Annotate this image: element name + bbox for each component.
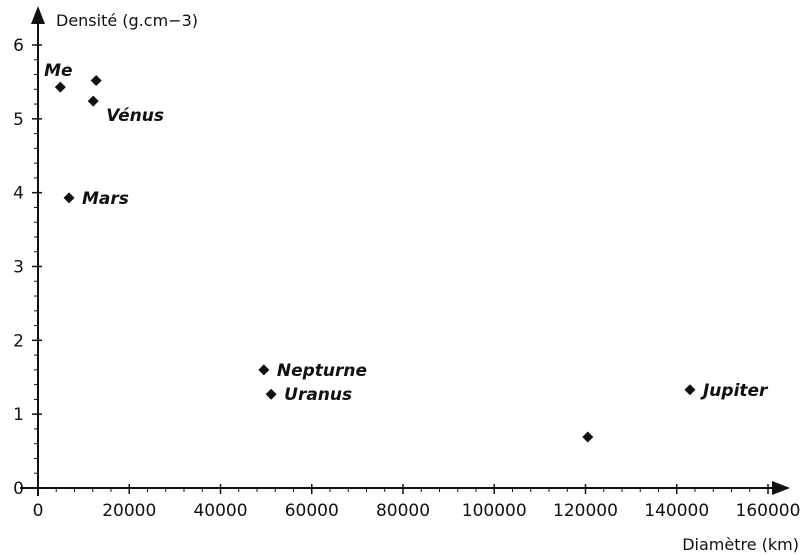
data-point-label: Nepturne — [277, 361, 367, 381]
data-point — [63, 192, 75, 204]
y-tick-label: 6 — [13, 36, 24, 56]
data-point — [87, 95, 99, 107]
x-tick-label: 100000 — [462, 501, 527, 521]
y-tick-label: 5 — [13, 110, 24, 130]
y-tick-label: 0 — [13, 479, 24, 499]
x-axis-arrow — [772, 481, 790, 495]
x-axis-title: Diamètre (km) — [682, 535, 799, 554]
y-tick-label: 4 — [13, 184, 24, 204]
axes — [20, 6, 790, 496]
x-tick-label: 40000 — [193, 501, 247, 521]
data-point-label: Uranus — [284, 385, 352, 405]
tick-labels: 0 20000 40000 60000 80000 100000 120000 140000 1… — [13, 36, 800, 521]
x-tick-label: 120000 — [553, 501, 618, 521]
x-tick-label: 60000 — [285, 501, 339, 521]
data-point-label: Me — [44, 61, 72, 81]
data-point — [684, 384, 696, 396]
major-ticks — [32, 44, 769, 494]
x-tick-label: 80000 — [376, 501, 430, 521]
y-tick-label: 2 — [13, 331, 24, 351]
data-point — [54, 81, 66, 93]
data-point-label: Vénus — [106, 106, 164, 126]
y-axis-arrow — [31, 6, 45, 24]
y-tick-label: 3 — [13, 258, 24, 278]
data-point — [582, 431, 594, 443]
x-tick-label: 160000 — [736, 501, 801, 521]
data-point-label: Mars — [82, 189, 129, 209]
data-point — [265, 388, 277, 400]
x-tick-label: 0 — [33, 501, 44, 521]
data-points: Me Vénus Mars Nepturne Uranus Jupiter — [44, 61, 769, 443]
data-point-label: Jupiter — [700, 381, 769, 401]
y-tick-label: 1 — [13, 405, 24, 425]
data-point — [258, 364, 270, 376]
data-point — [90, 74, 102, 86]
y-axis-title: Densité (g.cm−3) — [56, 11, 198, 30]
x-tick-label: 140000 — [644, 501, 709, 521]
x-tick-label: 20000 — [102, 501, 156, 521]
